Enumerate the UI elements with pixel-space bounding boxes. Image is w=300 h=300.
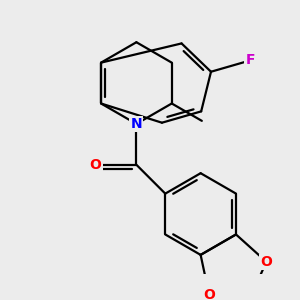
Text: O: O: [260, 255, 272, 269]
Text: F: F: [245, 53, 255, 68]
Text: N: N: [130, 117, 142, 131]
Text: O: O: [203, 288, 215, 300]
Text: O: O: [90, 158, 101, 172]
